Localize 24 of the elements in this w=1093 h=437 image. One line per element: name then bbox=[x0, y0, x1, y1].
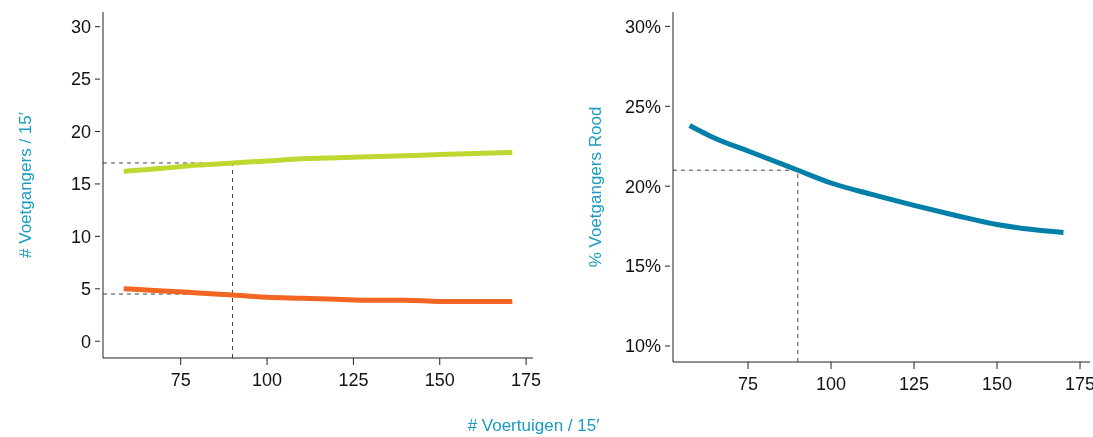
x-tick-label: 150 bbox=[982, 374, 1013, 394]
x-tick-label: 100 bbox=[252, 370, 283, 390]
x-tick-label: 175 bbox=[511, 370, 542, 390]
y-tick-label: 25 bbox=[70, 69, 91, 90]
y-tick-label: 30% bbox=[624, 16, 661, 37]
y-tick-label: 0 bbox=[80, 331, 91, 352]
y-tick-label: 30 bbox=[70, 16, 91, 37]
y-tick-label: 15 bbox=[70, 174, 91, 195]
x-tick-label: 75 bbox=[170, 370, 191, 390]
x-axis-title: # Voertuigen / 15′ bbox=[467, 416, 600, 435]
y-tick-label: 20% bbox=[624, 176, 661, 197]
y-tick-label: 10% bbox=[624, 336, 661, 357]
x-tick-label: 125 bbox=[338, 370, 369, 390]
y-tick-label: 10 bbox=[70, 226, 91, 247]
x-tick-label: 100 bbox=[816, 374, 847, 394]
y-tick-label: 15% bbox=[624, 256, 661, 277]
y-tick-label: 5 bbox=[80, 279, 91, 300]
x-tick-label: 150 bbox=[424, 370, 455, 390]
y-axis-title: % Voetgangers Rood bbox=[586, 106, 605, 268]
x-tick-label: 75 bbox=[738, 374, 759, 394]
x-tick-label: 125 bbox=[899, 374, 930, 394]
y-axis-title: # Voetgangers / 15′ bbox=[16, 112, 35, 258]
y-tick-label: 25% bbox=[624, 96, 661, 117]
y-tick-label: 20 bbox=[70, 121, 91, 142]
